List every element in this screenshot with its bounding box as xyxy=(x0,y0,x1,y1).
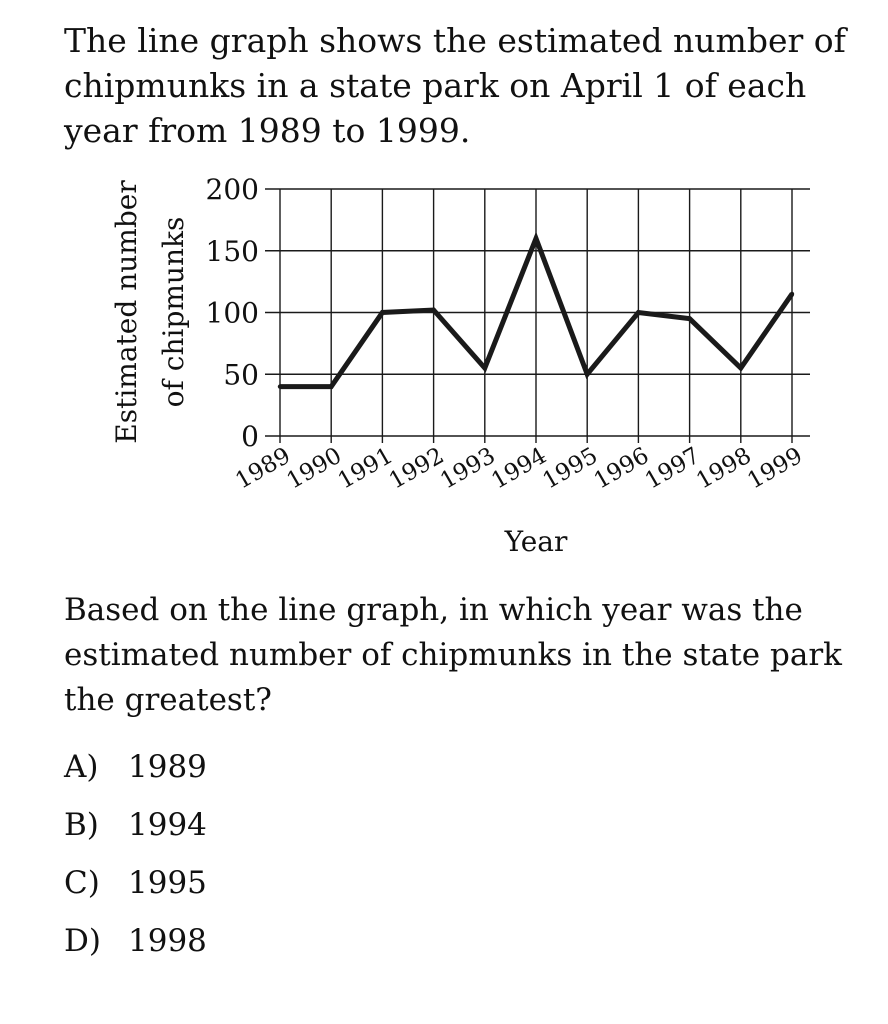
data-point-1994 xyxy=(533,236,539,241)
data-point-1996 xyxy=(636,310,641,315)
choice-d-text: 1998 xyxy=(128,923,207,959)
data-point-1990 xyxy=(329,384,334,389)
x-tick-label-1997: 1997 xyxy=(641,443,705,495)
choice-b-letter: B) xyxy=(64,807,99,843)
chart-grid xyxy=(265,188,810,443)
data-point-1995 xyxy=(585,372,590,377)
x-tick-label-1990: 1990 xyxy=(282,443,346,495)
x-tick-label-1991: 1991 xyxy=(334,443,398,495)
choice-b[interactable]: B) 1994 xyxy=(64,800,207,858)
data-point-1989 xyxy=(277,384,283,389)
y-tick-label-150: 150 xyxy=(206,235,259,268)
y-axis-label-line-2: of chipmunks xyxy=(157,217,190,408)
y-tick-label-50: 50 xyxy=(223,358,259,391)
question-text: Based on the line graph, in which year w… xyxy=(64,592,842,718)
choice-d-letter: D) xyxy=(64,923,101,959)
x-tick-label-1996: 1996 xyxy=(590,443,654,495)
choice-c-text: 1995 xyxy=(128,865,207,901)
data-point-1992 xyxy=(431,307,436,313)
data-point-1997 xyxy=(687,316,692,321)
choice-c[interactable]: C) 1995 xyxy=(64,858,207,916)
data-point-1999 xyxy=(789,291,795,297)
y-tick-label-0: 0 xyxy=(241,420,259,453)
choice-a-text: 1989 xyxy=(128,749,207,785)
y-axis-ticks: 0 50 100 150 200 xyxy=(206,173,259,453)
data-point-1998 xyxy=(738,365,743,371)
x-tick-label-1995: 1995 xyxy=(538,443,602,495)
x-tick-label-1992: 1992 xyxy=(385,443,449,495)
data-point-1993 xyxy=(482,365,487,371)
answer-choices: A) 1989 B) 1994 C) 1995 D) 1998 xyxy=(64,742,207,974)
x-axis-label: Year xyxy=(504,525,568,558)
y-axis-label-line-1: Estimated number xyxy=(110,180,143,444)
x-tick-label-1993: 1993 xyxy=(436,443,500,495)
x-tick-label-1994: 1994 xyxy=(487,443,551,495)
choice-d[interactable]: D) 1998 xyxy=(64,916,207,974)
choice-a[interactable]: A) 1989 xyxy=(64,742,207,800)
choice-b-text: 1994 xyxy=(128,807,207,843)
chart-series xyxy=(277,231,795,390)
data-point-1991 xyxy=(380,310,385,315)
y-tick-label-200: 200 xyxy=(206,173,259,206)
intro-text: The line graph shows the estimated numbe… xyxy=(64,21,846,150)
x-axis-ticks: 1989199019911992199319941995199619971998… xyxy=(231,443,807,495)
x-tick-label-1999: 1999 xyxy=(743,443,807,495)
x-tick-label-1998: 1998 xyxy=(692,443,756,495)
y-tick-label-100: 100 xyxy=(206,297,259,330)
choice-c-letter: C) xyxy=(64,865,100,901)
choice-a-letter: A) xyxy=(64,749,99,785)
